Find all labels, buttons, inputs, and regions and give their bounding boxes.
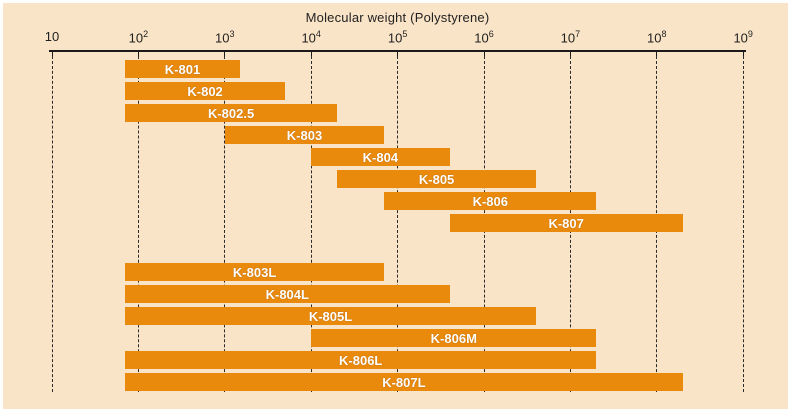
bar-label: K-804 <box>362 149 399 165</box>
x-axis-tick-mark <box>224 52 226 57</box>
bar-label: K-805 <box>418 171 455 187</box>
mw-range-bar-k-801: K-801 <box>125 60 240 78</box>
mw-range-bar-k-802: K-802 <box>125 82 286 100</box>
x-axis-tick-label: 108 <box>647 29 667 46</box>
x-axis-tick-label: 103 <box>215 29 235 46</box>
decade-gridline <box>224 56 226 392</box>
x-axis-tick-mark <box>656 52 658 57</box>
x-axis-line <box>49 50 746 52</box>
chart-title: Molecular weight (Polystyrene) <box>305 10 490 25</box>
bar-label: K-803 <box>286 127 323 143</box>
decade-gridline <box>137 56 139 392</box>
x-axis-tick-label: 104 <box>301 29 321 46</box>
mw-range-bar-k-803l: K-803L <box>125 263 385 281</box>
x-axis-tick-label: 10 <box>44 29 60 44</box>
bar-label: K-802 <box>187 83 223 99</box>
x-axis-tick-mark <box>397 52 399 57</box>
x-axis-tick-mark <box>569 52 571 57</box>
bar-label: K-802.5 <box>207 105 255 121</box>
mw-range-bar-k-806m: K-806M <box>311 329 597 347</box>
x-axis-tick-mark <box>51 52 53 57</box>
mw-range-bar-k-807: K-807 <box>449 214 683 232</box>
bar-label: K-804L <box>265 286 309 302</box>
bar-label: K-806 <box>472 193 508 209</box>
mw-range-bar-k-805l: K-805L <box>125 307 536 325</box>
x-axis-tick-label: 102 <box>128 29 149 46</box>
bar-label: K-803L <box>232 264 277 280</box>
mw-range-bar-k-805: K-805 <box>337 170 536 188</box>
x-axis-tick-label: 105 <box>387 29 408 46</box>
x-axis-tick-label: 109 <box>733 29 753 46</box>
decade-gridline <box>397 56 399 392</box>
bar-label: K-801 <box>164 61 201 77</box>
bar-label: K-806M <box>430 330 477 346</box>
mw-range-bar-k-807l: K-807L <box>125 373 683 391</box>
decade-gridline <box>310 56 312 392</box>
x-axis-tick-mark <box>742 52 744 57</box>
mw-range-bar-k-803: K-803 <box>224 126 385 144</box>
bar-label: K-806L <box>339 352 383 368</box>
bar-label: K-805L <box>308 308 353 324</box>
x-axis-tick-mark <box>310 52 312 57</box>
mw-range-bar-k-804: K-804 <box>311 148 450 166</box>
mw-range-bar-k-802.5: K-802.5 <box>125 104 338 122</box>
bar-label: K-807L <box>382 374 426 390</box>
mw-range-bar-k-806: K-806 <box>384 192 597 210</box>
x-axis-tick-label: 106 <box>474 29 494 46</box>
x-axis-tick-mark <box>137 52 139 57</box>
decade-gridline <box>51 56 53 392</box>
x-axis-tick-label: 107 <box>560 29 581 46</box>
decade-gridline <box>742 56 744 392</box>
mw-range-bar-k-804l: K-804L <box>125 285 450 303</box>
x-axis-tick-mark <box>483 52 485 57</box>
mw-range-bar-k-806l: K-806L <box>125 351 597 369</box>
bar-label: K-807 <box>548 215 584 231</box>
